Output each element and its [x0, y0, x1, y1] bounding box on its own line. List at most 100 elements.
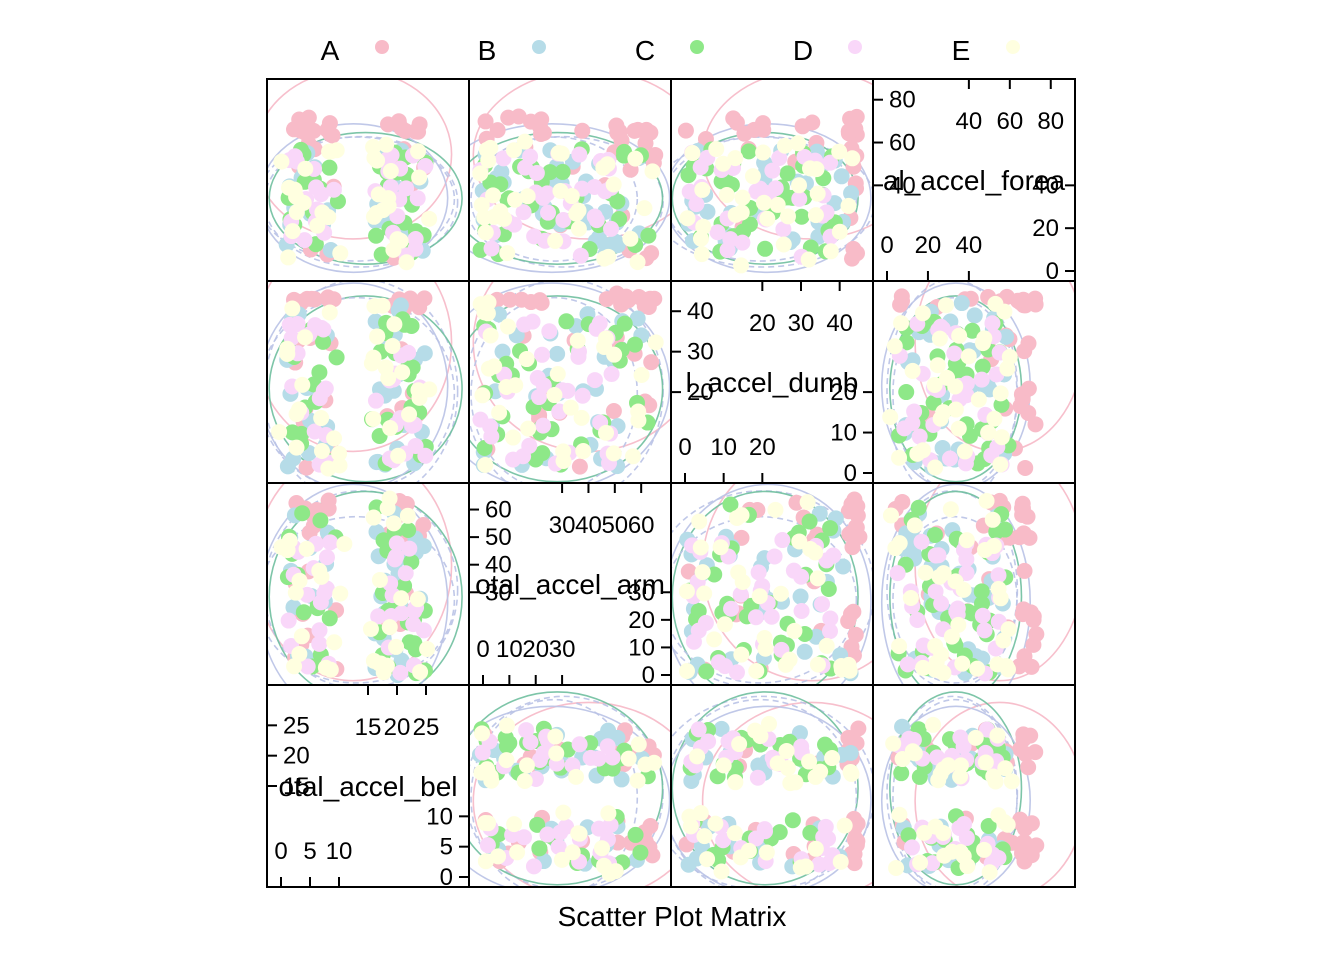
point-d	[974, 607, 991, 624]
point-a	[324, 127, 341, 144]
point-e	[636, 200, 653, 217]
point-e	[365, 139, 382, 156]
point-e	[519, 188, 536, 205]
point-e	[486, 208, 503, 225]
point-e	[940, 757, 957, 774]
point-e	[931, 568, 948, 585]
point-e	[996, 303, 1013, 320]
point-e	[985, 538, 1002, 555]
point-e	[498, 717, 515, 734]
point-e	[836, 817, 853, 834]
point-a	[1025, 608, 1042, 625]
point-e	[419, 641, 436, 658]
point-c	[802, 824, 819, 841]
point-b	[998, 328, 1015, 345]
point-d	[791, 190, 808, 207]
point-d	[723, 600, 740, 617]
point-d	[515, 448, 532, 465]
point-b	[953, 295, 970, 312]
point-d	[483, 240, 500, 257]
point-e	[486, 358, 503, 375]
tick-label: 10	[496, 636, 523, 663]
point-e	[288, 204, 305, 221]
point-e	[507, 191, 524, 208]
tick-label: 0	[642, 662, 655, 689]
point-e	[370, 186, 387, 203]
point-a	[320, 291, 337, 308]
point-e	[799, 494, 816, 511]
point-e	[598, 424, 615, 441]
point-e	[516, 772, 533, 789]
point-d	[307, 317, 324, 334]
ellipse-c	[671, 490, 859, 685]
legend-marker-e	[1006, 40, 1020, 54]
point-e	[286, 181, 303, 198]
point-d	[604, 749, 621, 766]
point-e	[888, 859, 905, 876]
tick-label: 5	[440, 834, 453, 861]
point-c	[980, 817, 997, 834]
point-e	[691, 513, 708, 530]
point-d	[903, 839, 920, 856]
point-d	[946, 345, 963, 362]
point-a	[1020, 335, 1037, 352]
point-d	[393, 605, 410, 622]
point-d	[976, 622, 993, 639]
panel-total-accel-forearm-vs-total-accel-arm	[469, 79, 671, 274]
point-d	[388, 535, 405, 552]
point-e	[480, 815, 497, 832]
point-b	[549, 345, 566, 362]
point-c	[820, 580, 837, 597]
tick-label: 40	[575, 512, 602, 539]
ellipse-e	[469, 282, 671, 483]
point-c	[554, 163, 571, 180]
point-e	[734, 189, 751, 206]
point-e	[775, 236, 792, 253]
point-d	[763, 608, 780, 625]
point-d	[415, 622, 432, 639]
point-e	[694, 564, 711, 581]
point-a	[298, 459, 315, 476]
point-d	[688, 196, 705, 213]
point-e	[313, 410, 330, 427]
point-e	[891, 449, 908, 466]
diagonal-bg	[671, 281, 873, 483]
point-e	[791, 177, 808, 194]
point-e	[473, 196, 490, 213]
point-e	[331, 445, 348, 462]
point-a	[1020, 759, 1037, 776]
point-e	[288, 406, 305, 423]
point-e	[692, 230, 709, 247]
point-e	[398, 254, 415, 271]
point-c	[722, 496, 739, 513]
point-d	[522, 734, 539, 751]
point-d	[603, 220, 620, 237]
point-a	[644, 847, 661, 864]
point-e	[800, 251, 817, 268]
point-e	[733, 646, 750, 663]
ellipse-e	[671, 705, 872, 887]
point-b	[629, 310, 646, 327]
ellipse-d	[267, 136, 456, 262]
point-e	[474, 725, 491, 742]
point-d	[518, 722, 535, 739]
point-e	[693, 246, 710, 263]
point-d	[933, 595, 950, 612]
point-a	[320, 492, 337, 509]
point-e	[421, 210, 438, 227]
point-a	[1023, 843, 1040, 860]
point-e	[477, 224, 494, 241]
point-d	[728, 664, 745, 681]
point-e	[499, 318, 516, 335]
point-a	[1016, 562, 1033, 579]
legend-label-a: A	[321, 35, 340, 66]
point-e	[385, 515, 402, 532]
point-d	[690, 622, 707, 639]
point-d	[588, 212, 605, 229]
point-e	[331, 457, 348, 474]
variable-label-total-accel-arm: otal_accel_arm	[475, 569, 665, 600]
point-e	[747, 722, 764, 739]
point-b	[590, 229, 607, 246]
point-e	[326, 430, 343, 447]
